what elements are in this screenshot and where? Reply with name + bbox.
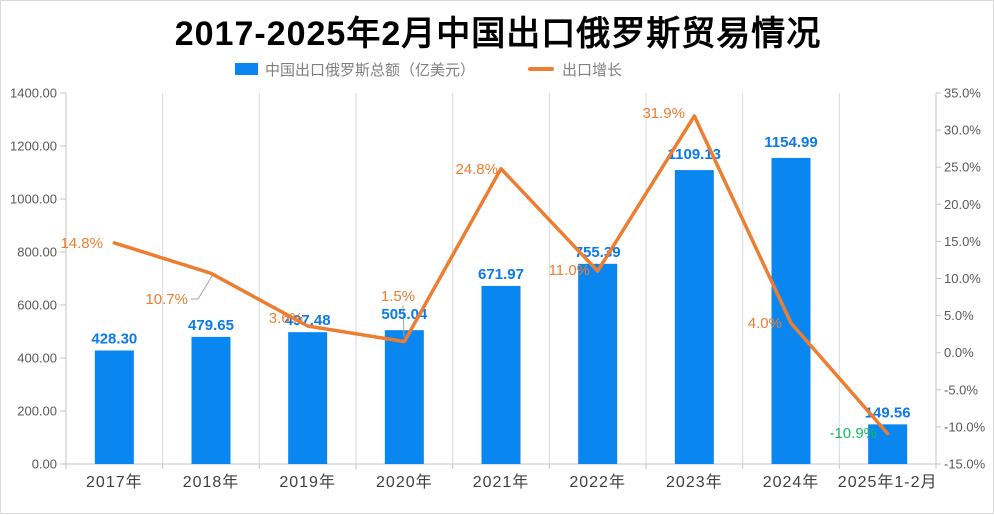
x-axis-label: 2017年 (86, 473, 143, 491)
y-axis-right-label: -15.0% (944, 457, 986, 472)
bar-value-label: 1109.13 (668, 146, 721, 163)
y-axis-left-label: 400.00 (17, 351, 57, 366)
y-axis-right-label: 20.0% (944, 197, 981, 212)
y-axis-right-label: 5.0% (944, 308, 974, 323)
leader-line (191, 275, 213, 300)
y-axis-right-label: 15.0% (944, 234, 981, 249)
x-axis-label: 2022年 (569, 473, 626, 491)
legend-item-exports: 中国出口俄罗斯总额（亿美元） (235, 58, 475, 80)
y-axis-left-label: 600.00 (17, 298, 57, 313)
growth-point-label: 1.5% (381, 288, 415, 305)
y-axis-right-label: -10.0% (944, 419, 986, 434)
bar-value-label: 428.30 (91, 331, 137, 348)
y-axis-left-label: 200.00 (17, 404, 57, 419)
leader-line (402, 304, 405, 338)
legend: 中国出口俄罗斯总额（亿美元） 出口增长 (1, 58, 994, 80)
y-axis-left-label: 1000.00 (10, 192, 57, 207)
growth-point-label: 31.9% (642, 105, 685, 122)
bar-value-label: 479.65 (188, 317, 234, 334)
y-axis-right-label: 25.0% (944, 160, 981, 175)
y-axis-right-label: 10.0% (944, 271, 981, 286)
growth-point-label: 24.8% (455, 161, 498, 178)
y-axis-right-label: -5.0% (944, 382, 978, 397)
growth-line (112, 114, 890, 436)
y-axis-right-label: 30.0% (944, 123, 981, 138)
bar (674, 170, 714, 464)
x-axis-label: 2018年 (183, 473, 240, 491)
legend-item-growth: 出口增长 (528, 58, 622, 80)
growth-point-label: 4.0% (748, 315, 782, 332)
x-axis-label: 2021年 (473, 473, 530, 491)
bar (94, 350, 134, 464)
x-axis-label: 2019年 (279, 473, 336, 491)
bar (771, 157, 811, 464)
line-series-dash-icon (528, 67, 554, 71)
growth-point-label: 3.6% (269, 310, 303, 327)
y-axis-right-label: 35.0% (944, 86, 981, 101)
legend-label-exports: 中国出口俄罗斯总额（亿美元） (265, 61, 476, 79)
legend-label-growth: 出口增长 (562, 61, 623, 79)
y-axis-left-label: 1400.00 (10, 86, 57, 101)
y-axis-left-label: 1200.00 (10, 139, 57, 154)
bar (288, 332, 328, 464)
bar (481, 285, 521, 464)
y-axis-left-label: 800.00 (17, 245, 57, 260)
chart-title: 2017-2025年2月中国出口俄罗斯贸易情况 (174, 15, 822, 53)
bar-value-label: 671.97 (478, 266, 524, 283)
x-axis-label: 2023年 (666, 473, 723, 491)
y-axis-right-label: 0.0% (944, 345, 974, 360)
growth-point-label: 14.8% (60, 235, 103, 252)
bar-value-label: 497.48 (285, 312, 331, 329)
bar (384, 330, 424, 464)
x-axis-label: 2020年 (376, 473, 433, 491)
x-axis-label: 2025年1-2月 (838, 473, 938, 491)
bar-value-label: 1154.99 (764, 134, 817, 151)
bar (191, 336, 231, 464)
x-axis-label: 2024年 (763, 473, 820, 491)
bar-value-label: 149.56 (865, 404, 911, 421)
bar (578, 263, 618, 464)
bar-series-swatch-icon (235, 63, 258, 75)
growth-point-label: 11.0% (549, 262, 590, 279)
growth-point-label: -10.9% (829, 425, 877, 442)
y-axis-left-label: 0.00 (32, 457, 57, 472)
growth-point-label: 10.7% (145, 291, 188, 308)
